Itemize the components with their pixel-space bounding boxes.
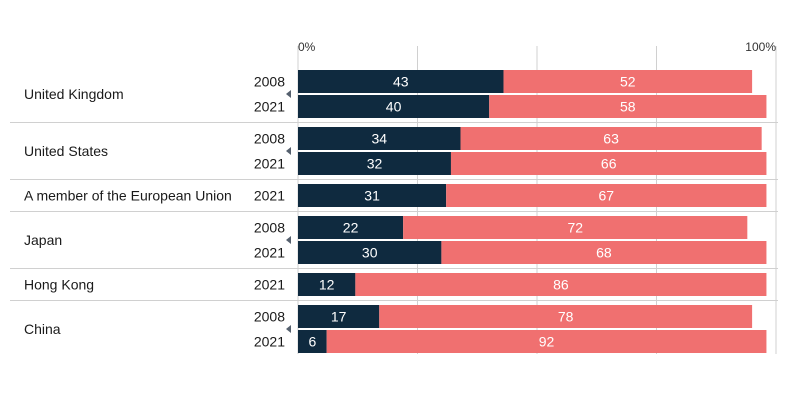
year-label: 2008 [254, 309, 285, 325]
country-label: China [24, 321, 61, 337]
change-marker-icon [286, 325, 291, 333]
bar-value-label: 67 [599, 188, 615, 204]
bar-segment-series1 [298, 216, 404, 239]
bar-segment-series2 [326, 330, 767, 353]
bar-value-label: 6 [308, 334, 316, 350]
country-label: United Kingdom [24, 86, 124, 102]
bar-value-label: 43 [393, 74, 409, 90]
country-label: Japan [24, 232, 62, 248]
country-label: Hong Kong [24, 277, 94, 293]
bar-value-label: 17 [331, 309, 347, 325]
change-marker-icon [286, 236, 291, 244]
year-label: 2021 [254, 188, 285, 204]
bar-value-label: 30 [362, 245, 378, 261]
bar-segment-series2 [441, 241, 767, 264]
bar-segment-series2 [489, 95, 767, 118]
bar-segment-series2 [403, 216, 748, 239]
bar-value-label: 63 [603, 131, 619, 147]
bar-segment-series1 [298, 330, 327, 353]
bar-segment-series1 [298, 241, 442, 264]
country-label: United States [24, 143, 108, 159]
bar-value-label: 72 [567, 220, 583, 236]
bar-value-label: 52 [620, 74, 636, 90]
year-label: 2021 [254, 334, 285, 350]
bar-segment-series2 [460, 127, 762, 150]
bar-segment-series2 [355, 273, 767, 296]
bar-segment-series2 [503, 70, 753, 93]
year-label: 2008 [254, 220, 285, 236]
bar-value-label: 92 [539, 334, 555, 350]
bar-value-label: 58 [620, 99, 636, 115]
year-label: 2008 [254, 74, 285, 90]
bar-value-label: 34 [371, 131, 387, 147]
year-label: 2008 [254, 131, 285, 147]
change-marker-icon [286, 90, 291, 98]
year-label: 2021 [254, 99, 285, 115]
bar-segment-series2 [379, 305, 753, 328]
bar-value-label: 40 [386, 99, 402, 115]
bar-segment-series1 [298, 273, 356, 296]
bar-value-label: 66 [601, 156, 617, 172]
bar-segment-series2 [450, 152, 767, 175]
bar-value-label: 78 [558, 309, 574, 325]
bar-segment-series1 [298, 184, 447, 207]
year-label: 2021 [254, 156, 285, 172]
axis-tick-label-start: 0% [298, 40, 316, 54]
bar-value-label: 22 [343, 220, 359, 236]
bar-value-label: 86 [553, 277, 569, 293]
bar-segment-series1 [298, 152, 451, 175]
bar-value-label: 31 [364, 188, 380, 204]
country-label: A member of the European Union [24, 188, 232, 204]
bar-value-label: 12 [319, 277, 335, 293]
axis-tick-label-end: 100% [745, 40, 776, 54]
change-marker-icon [286, 147, 291, 155]
bar-segment-series1 [298, 70, 504, 93]
bar-segment-series1 [298, 305, 380, 328]
bar-value-label: 68 [596, 245, 612, 261]
year-label: 2021 [254, 245, 285, 261]
bar-segment-series1 [298, 127, 461, 150]
bar-segment-series1 [298, 95, 490, 118]
bar-value-label: 32 [367, 156, 383, 172]
year-label: 2021 [254, 277, 285, 293]
bar-segment-series2 [446, 184, 767, 207]
